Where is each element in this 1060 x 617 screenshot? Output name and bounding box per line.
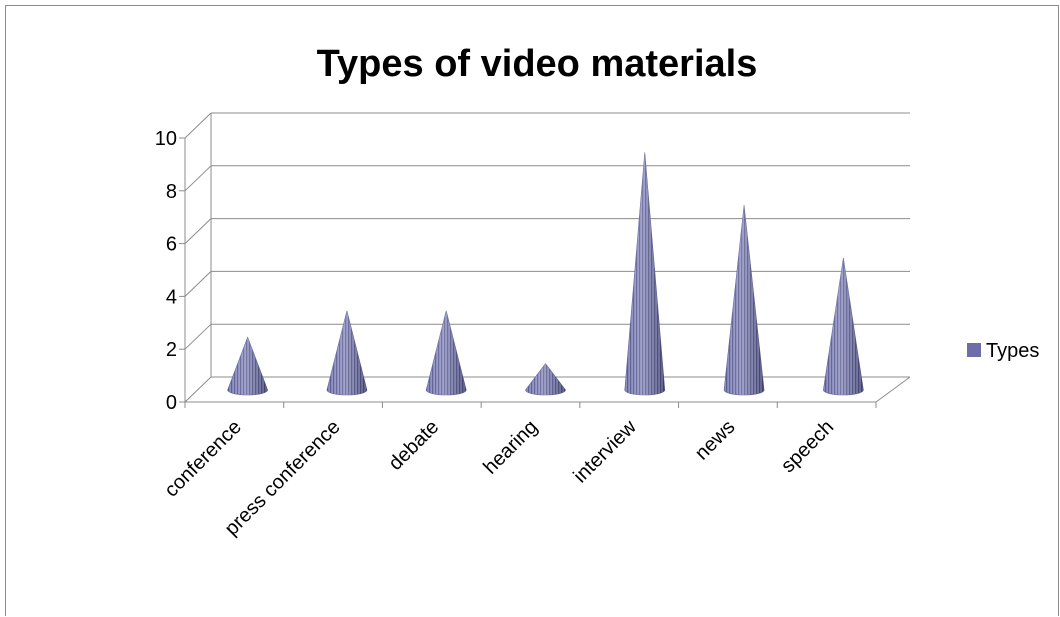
x-tick-label: speech [777, 416, 838, 477]
y-tick-label: 6 [166, 234, 177, 256]
floor-edge [875, 376, 911, 403]
x-tick-label: hearing [479, 416, 542, 479]
chart-frame [5, 5, 1059, 616]
x-tick-label: news [691, 416, 740, 465]
legend-swatch [967, 343, 981, 357]
cone-layer [227, 152, 864, 396]
chart-title: Types of video materials [317, 43, 758, 85]
cone-shading [823, 258, 864, 395]
cone-shading [326, 310, 367, 395]
y-tick-label: 4 [166, 286, 177, 308]
cone-conference [227, 336, 268, 396]
y-tick-label: 0 [166, 392, 177, 414]
x-tick-label: conference [160, 416, 246, 502]
gridline-depth [184, 218, 212, 244]
gridline-depth [184, 165, 212, 192]
grid-layer [184, 112, 910, 403]
cone-shading [227, 337, 268, 395]
cone-shading [525, 363, 566, 395]
legend: Types [967, 340, 1039, 362]
y-tick-label: 10 [155, 128, 177, 150]
cone-news [723, 205, 765, 396]
gridline-depth [184, 271, 212, 297]
legend-label: Types [986, 340, 1039, 362]
gridline-depth [184, 376, 212, 403]
gridline-depth [184, 112, 212, 139]
cone-press-conference [326, 310, 368, 396]
y-tick-label: 2 [166, 339, 177, 361]
y-tick-label: 8 [166, 181, 177, 203]
cone-shading [624, 152, 665, 395]
gridline-depth [184, 323, 212, 350]
cone-debate [425, 310, 467, 396]
cone-interview [624, 152, 666, 396]
cone-speech [823, 257, 864, 396]
cone-shading [724, 205, 765, 395]
x-tick-label: debate [385, 416, 444, 475]
cone-hearing [525, 363, 566, 396]
x-tick-label: interview [569, 416, 641, 488]
cone-shading [426, 310, 467, 395]
